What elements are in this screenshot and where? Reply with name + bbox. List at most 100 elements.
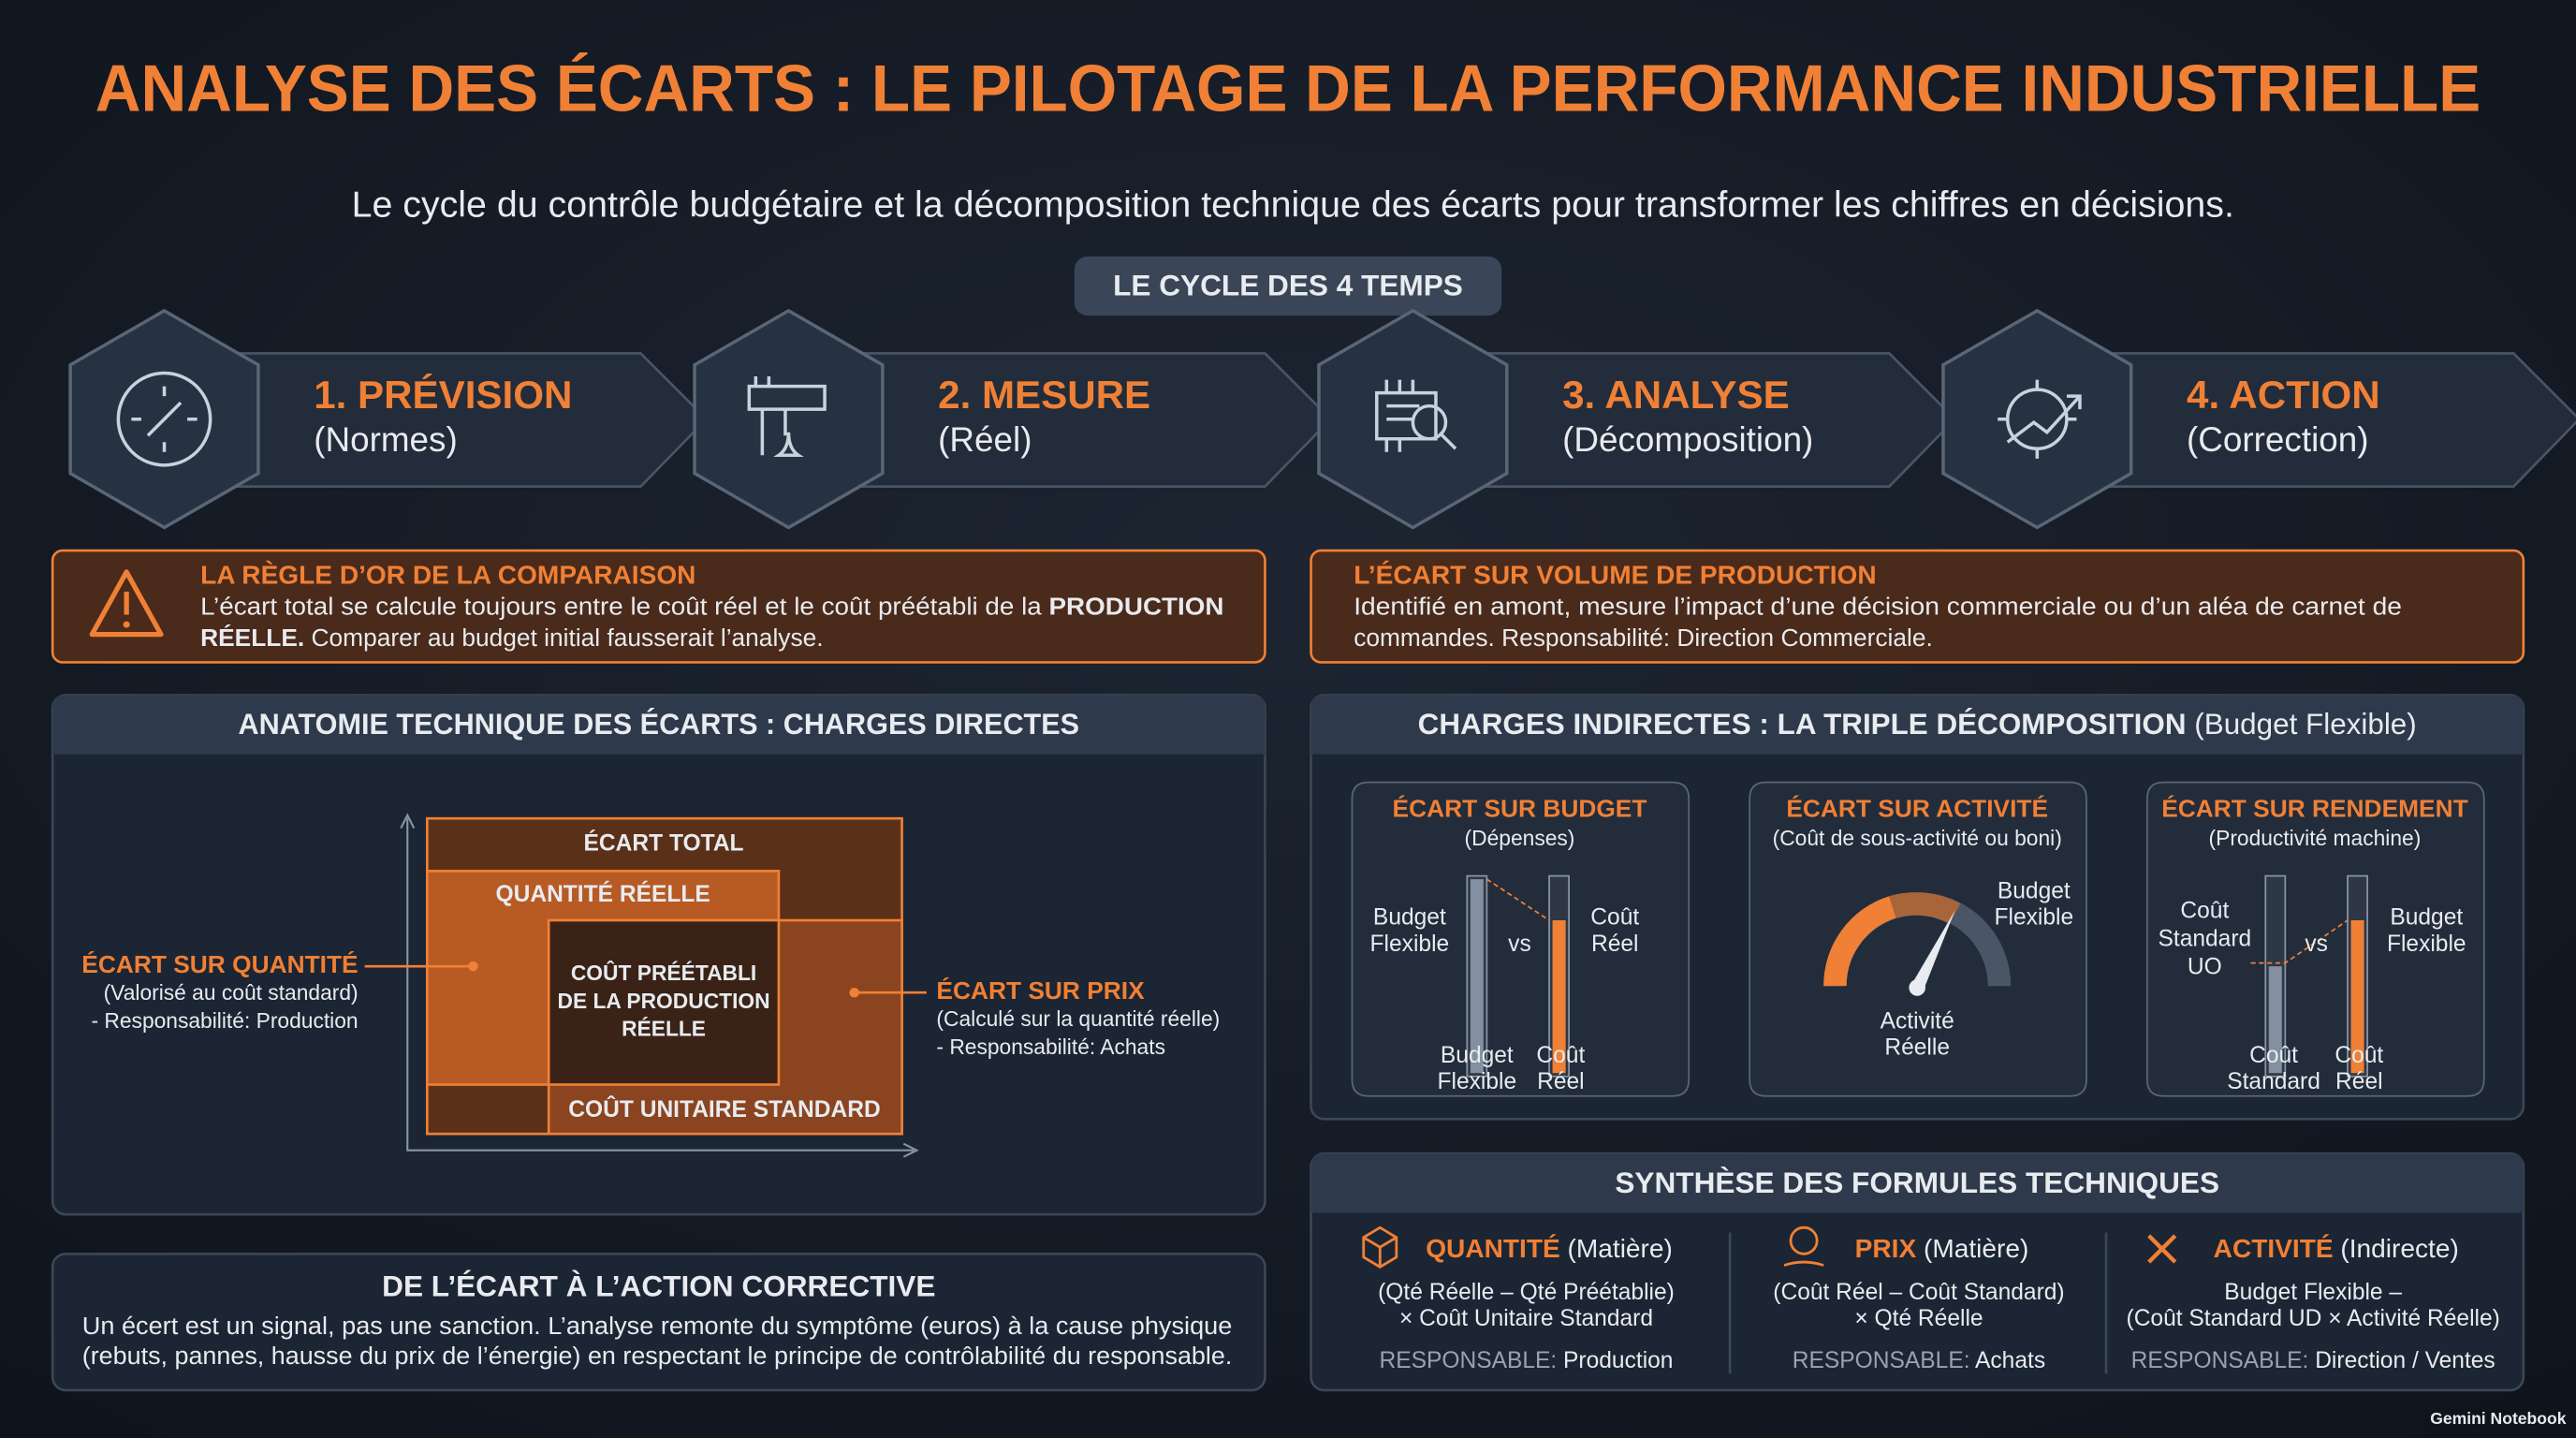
card-subtitle: (Dépenses)	[1465, 826, 1575, 850]
card-yield-path	[2250, 919, 2349, 964]
right-line: - Responsabilité: Achats	[936, 1034, 1165, 1059]
card-activity-path	[1749, 781, 2087, 1097]
step-icon	[1375, 379, 1457, 452]
synthesis-panel: SYNTHÈSE DES FORMULES TECHNIQUES QUANTIT…	[1310, 1152, 2525, 1392]
card-label: Activité	[1881, 1008, 1954, 1034]
rule-line: RÉELLE. Comparer au budget initial fauss…	[200, 624, 823, 652]
card-label: Budget	[2390, 905, 2463, 931]
card-yield-rect	[2350, 920, 2364, 1074]
box-label: COÛT UNITAIRE STANDARD	[568, 1096, 880, 1123]
cycle-steps: 1. PRÉVISION(Normes)2. MESURE(Réel)3. AN…	[68, 308, 2576, 530]
rule-emphasis: PRODUCTION	[1048, 592, 1223, 620]
axes-path	[400, 813, 416, 829]
card-activity: ÉCART SUR ACTIVITÉ (Coût de sous-activit…	[1749, 781, 2087, 1097]
card-label: Flexible	[1370, 932, 1450, 957]
card-label: Réel	[1537, 1069, 1585, 1094]
indirect-title: CHARGES INDIRECTES : LA TRIPLE DÉCOMPOSI…	[1418, 707, 2417, 741]
formula-line: Budget Flexible –	[2224, 1280, 2402, 1305]
card-label: vs	[2305, 932, 2328, 957]
formula-heading: PRIX (Matière)	[1855, 1234, 2029, 1263]
card-budget-rect	[1470, 879, 1484, 1074]
card-subtitle: (Productivité machine)	[2209, 826, 2422, 850]
owner-label: RESPONSABLE:	[1379, 1349, 1557, 1374]
axes-path	[902, 1142, 919, 1158]
synthesis-columns: QUANTITÉ (Matière) (Qté Réelle – Qté Préé…	[1378, 1234, 2500, 1373]
synthesis-panel-path	[1783, 1260, 1824, 1267]
volume-title: L’ÉCART SUR VOLUME DE PRODUCTION	[1354, 561, 1876, 590]
leader-dot	[849, 987, 859, 998]
step-subtitle: (Réel)	[938, 420, 1032, 459]
step-subtitle: (Correction)	[2187, 420, 2369, 459]
card-activity-path	[1910, 910, 1955, 990]
volume-box: L’ÉCART SUR VOLUME DE PRODUCTION Identif…	[1310, 549, 2525, 664]
box-label: ÉCART TOTAL	[584, 830, 744, 857]
left-line: (Valorisé au coût standard)	[104, 980, 359, 1005]
rule-text: L’écart total se calcule toujours entre …	[200, 592, 1048, 620]
card-subtitle: (Coût de sous-activité ou boni)	[1773, 826, 2062, 850]
corrective-panel-rect	[51, 1252, 1266, 1392]
cycle-step: 2. MESURE(Réel)	[693, 308, 1333, 530]
card-label: Flexible	[2387, 932, 2466, 957]
card-label: vs	[1508, 932, 1531, 957]
footer: Gemini Notebook	[2430, 1409, 2567, 1428]
direct-title: ANATOMIE TECHNIQUE DES ÉCARTS : CHARGES …	[238, 707, 1079, 741]
synthesis-panel-path	[2147, 1234, 2177, 1264]
leader-dot	[468, 961, 478, 972]
header: ANALYSE DES ÉCARTS : LE PILOTAGE DE LA P…	[95, 51, 2481, 316]
corrective-line: (rebuts, pannes, hausse du prix de l’éne…	[82, 1342, 1233, 1370]
card-yield-path	[2146, 781, 2485, 1097]
formula-owner: RESPONSABLE: Achats	[1793, 1349, 2045, 1374]
step-title: 2. MESURE	[938, 373, 1150, 417]
synthesis-panel-circle	[1789, 1225, 1819, 1255]
formula-name: PRIX	[1855, 1234, 1917, 1263]
card-title: ÉCART SUR RENDEMENT	[2161, 794, 2467, 822]
rule-box: LA RÈGLE D’OR DE LA COMPARAISON L’écart …	[51, 549, 1266, 664]
rule-box-circle	[123, 621, 130, 628]
card-label: UO	[2188, 954, 2222, 979]
box-label: RÉELLE	[622, 1017, 706, 1041]
card-label: Coût	[2334, 1043, 2383, 1068]
indirect-panel-path	[1310, 695, 2524, 755]
formula-column: QUANTITÉ (Matière) (Qté Réelle – Qté Préé…	[1378, 1234, 1675, 1373]
corrective-line: Un écert est un signal, pas une sanction…	[82, 1312, 1233, 1340]
step-icon	[116, 371, 212, 467]
synthesis-panel-path	[1310, 1153, 2524, 1213]
formula-note: (Indirecte)	[2334, 1234, 2459, 1263]
formula-line: × Coût Unitaire Standard	[1399, 1306, 1653, 1331]
card-activity-path	[1889, 892, 1961, 924]
formula-owner: RESPONSABLE: Direction / Ventes	[2131, 1349, 2496, 1374]
card-label: Coût	[1536, 1043, 1585, 1068]
card-label: Flexible	[1994, 905, 2073, 931]
rule-title: LA RÈGLE D’OR DE LA COMPARAISON	[200, 561, 695, 590]
card-yield: ÉCART SUR RENDEMENT (Productivité machin…	[2146, 781, 2485, 1097]
indirect-panel: CHARGES INDIRECTES : LA TRIPLE DÉCOMPOSI…	[1310, 694, 2525, 1121]
synthesis-panel-path	[1362, 1225, 1398, 1269]
cycle-label: LE CYCLE DES 4 TEMPS	[1113, 269, 1463, 302]
direct-panel-path	[52, 695, 1266, 755]
formula-line: (Coût Réel – Coût Standard)	[1773, 1280, 2064, 1305]
axes	[400, 813, 919, 1158]
card-label: Budget	[1998, 879, 2071, 904]
cycle-step: 4. ACTION(Correction)	[1941, 308, 2576, 530]
step-icon	[1998, 379, 2082, 459]
owner-label: RESPONSABLE:	[1793, 1349, 1970, 1374]
indirect-title-main: CHARGES INDIRECTES : LA TRIPLE DÉCOMPOSI…	[1418, 707, 2187, 741]
rule-emphasis: RÉELLE.	[200, 624, 304, 652]
card-activity-circle	[1909, 979, 1925, 996]
formula-line: × Qté Réelle	[1854, 1306, 1983, 1331]
formula-note: (Matière)	[1560, 1234, 1673, 1263]
card-label: Réel	[1591, 932, 1639, 957]
formula-name: ACTIVITÉ	[2214, 1234, 2334, 1263]
formula-line: (Coût Standard UD × Activité Réelle)	[2127, 1306, 2500, 1331]
owner-name: Achats	[1970, 1349, 2046, 1374]
box-label: QUANTITÉ RÉELLE	[495, 881, 710, 907]
card-title: ÉCART SUR ACTIVITÉ	[1786, 794, 2048, 822]
card-label: Réel	[2335, 1069, 2383, 1094]
card-budget: ÉCART SUR BUDGET (Dépenses) Budget Flexi…	[1351, 781, 1690, 1097]
card-label: Coût	[1590, 905, 1639, 931]
card-label: Budget	[1373, 905, 1446, 931]
indirect-title-note: (Budget Flexible)	[2187, 707, 2417, 741]
